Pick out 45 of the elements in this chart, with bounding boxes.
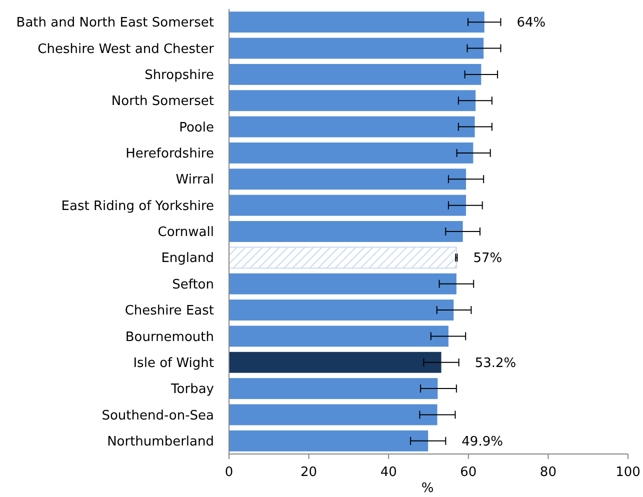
y-tick-label: East Riding of Yorkshire [61, 198, 214, 214]
bar [229, 116, 475, 138]
y-tick-label: Bournemouth [125, 330, 214, 345]
y-tick-label: Cheshire East [124, 304, 214, 319]
y-tick-label: Sefton [172, 277, 214, 292]
bar [229, 12, 484, 33]
x-tick-label: 40 [380, 465, 397, 480]
bar [229, 168, 466, 190]
y-tick-label: Bath and North East Somerset [16, 16, 214, 31]
x-tick-label: 80 [540, 465, 556, 480]
bar [229, 142, 474, 164]
y-tick-label: Shropshire [144, 68, 214, 83]
bar [229, 64, 482, 85]
data-label: 49.9% [462, 434, 503, 450]
x-tick-label: 100 [616, 465, 640, 480]
x-tick-label: 0 [224, 465, 234, 480]
y-tick-label: Poole [179, 120, 214, 136]
bar [229, 326, 448, 347]
y-tick-label: Isle of Wight [133, 356, 214, 371]
x-tick-label: 60 [460, 465, 477, 480]
bar [228, 246, 457, 269]
bar [229, 273, 456, 294]
bar [229, 352, 442, 373]
bar [229, 378, 438, 400]
y-tick-label: Southend-on-Sea [102, 408, 214, 424]
bar [229, 38, 484, 59]
y-tick-label: Cornwall [158, 225, 214, 240]
x-axis-title: % [421, 481, 434, 496]
y-tick-label: Herefordshire [126, 146, 214, 162]
y-tick-label: England [161, 251, 214, 266]
data-label: 64% [516, 16, 546, 31]
bar [229, 300, 454, 320]
data-label: 57% [473, 251, 502, 266]
bar [229, 221, 463, 242]
bar [229, 404, 438, 426]
x-tick-label: 20 [300, 465, 318, 480]
bar [229, 90, 476, 112]
y-tick-label: Wirral [176, 172, 214, 188]
y-tick-label: Torbay [170, 382, 214, 398]
y-tick-label: Northumberland [107, 434, 214, 450]
y-tick-label: Cheshire West and Chester [38, 42, 215, 57]
bar [229, 194, 466, 216]
y-tick-label: North Somerset [111, 94, 214, 110]
data-label: 53.2% [474, 356, 516, 371]
bar [229, 430, 428, 452]
